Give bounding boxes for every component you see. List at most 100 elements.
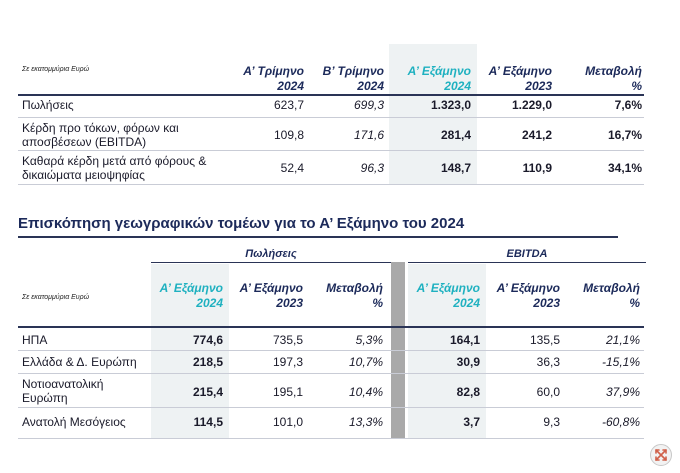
unit-note: Σε εκατομμύρια Ευρώ [22,66,90,73]
header-line: Μεταβολή [583,281,640,295]
table2-row-label: Νοτιοανατολική Ευρώπη [22,377,103,405]
table2-row-label: ΗΠΑ [22,333,48,347]
header-ebitda-h1-2023: Α’ Εξάμηνο 2023 [486,281,560,311]
table1-cell: 52,4 [280,161,304,175]
expand-arrows-icon [654,448,668,462]
table1-cell: 699,3 [353,98,384,112]
header-ebitda-h1-2024: Α’ Εξάμηνο 2024 [408,281,480,311]
group-label-ebitda: EBITDA [506,248,548,260]
header-h1-2024: Α’ Εξάμηνο 2024 [389,64,471,94]
table1-row-label: Καθαρά κέρδη μετά από φόρους & δικαιώματ… [22,154,206,182]
table2-cell: 135,5 [529,333,560,347]
table1-cell: 148,7 [440,161,471,175]
row-divider [18,407,644,408]
table1-cell: 34,1% [607,161,642,175]
table2-row-label-line2: Ευρώπη [22,391,68,405]
table1-cell: 96,3 [360,161,384,175]
header-h1-2024-line1: Α’ Εξάμηνο [407,64,471,78]
header-line: 2024 [196,296,223,310]
table2-row-label: Ανατολή Μεσόγειος [22,415,126,429]
row-divider [18,438,644,439]
table1-row-label: Κέρδη προ τόκων, φόρων και αποσβέσεων (E… [22,121,179,149]
row-divider [18,150,644,151]
table2-cell: -60,8% [601,415,640,429]
highlight-column-ebitda-2024 [408,264,486,438]
table2-cell: 164,1 [449,333,480,347]
unit-note: Σε εκατομμύρια Ευρώ [22,294,90,301]
header-h1-2023-line2: 2023 [525,79,552,93]
header-sales-h1-2023: Α’ Εξάμηνο 2023 [229,281,303,311]
table1-row-label-line1: Κέρδη προ τόκων, φόρων και [22,121,179,135]
table2-cell: 3,7 [463,415,480,429]
header-line: Α’ Εξάμηνο [496,281,560,295]
header-q1-2024-line2: 2024 [277,79,304,93]
table2-cell: 36,3 [536,355,560,369]
header-q1-2024-line1: Α’ Τρίμηνο [243,64,304,78]
table2-cell: 10,4% [348,385,383,399]
table2-cell: 735,5 [272,333,303,347]
header-line: Α’ Εξάμηνο [416,281,480,295]
header-line: % [629,296,640,310]
header-change: Μεταβολή % [560,64,642,94]
highlight-column-h1-2024 [389,44,477,184]
header-ebitda-change: Μεταβολή % [560,281,640,311]
header-line: Α’ Εξάμηνο [159,281,223,295]
table2-row-label: Ελλάδα & Δ. Ευρώπη [22,355,137,369]
table1-row-label-line1: Καθαρά κέρδη μετά από φόρους & [22,154,207,168]
header-q2-2024: Β’ Τρίμηνο 2024 [300,64,384,94]
table1-cell: 171,6 [353,128,384,142]
header-q2-2024-line2: 2024 [357,79,384,93]
table2-cell: 774,6 [192,333,223,347]
table2-cell: 114,5 [193,415,223,429]
table2-cell: 101,0 [272,415,303,429]
header-change-line2: % [631,79,642,93]
header-q1-2024: Α’ Τρίμηνο 2024 [220,64,304,94]
table2-cell: -15,1% [601,355,640,369]
header-sales-change: Μεταβολή % [303,281,383,311]
header-line: Μεταβολή [326,281,383,295]
table2-cell: 13,3% [348,415,383,429]
header-line: Α’ Εξάμηνο [239,281,303,295]
table2-cell: 9,3 [543,415,560,429]
header-line: % [372,296,383,310]
table1-cell: 109,8 [273,128,304,142]
table1-cell: 623,7 [273,98,304,112]
header-q2-2024-line1: Β’ Τρίμηνο [322,64,384,78]
header-change-line1: Μεταβολή [585,64,642,78]
row-divider [18,184,644,185]
row-divider [18,373,644,374]
header-sales-h1-2024: Α’ Εξάμηνο 2024 [151,281,223,311]
table1-row-label-line2: δικαιώματα μειοψηφίας [22,168,145,182]
table2-cell: 30,9 [456,355,480,369]
table2-cell: 10,7% [348,355,383,369]
expand-button[interactable] [650,444,672,466]
table2-cell: 21,1% [605,333,640,347]
table1-row-label: Πωλήσεις [22,98,74,112]
highlight-column-sales-2024 [151,264,229,438]
header-h1-2023-line1: Α’ Εξάμηνο [488,64,552,78]
table1-cell: 241,2 [521,128,552,142]
table2-cell: 195,1 [272,385,303,399]
table2-row-label-line1: Νοτιοανατολική [22,377,104,391]
table1-cell: 1.323,0 [430,98,471,112]
table2-cell: 60,0 [536,385,560,399]
row-divider [18,117,644,118]
table1-cell: 16,7% [607,128,642,142]
header-h1-2024-line2: 2024 [444,79,471,93]
table2-cell: 215,4 [192,385,223,399]
header-line: 2023 [276,296,303,310]
row-divider [18,350,644,351]
header-h1-2023: Α’ Εξάμηνο 2023 [470,64,552,94]
table2-cell: 82,8 [456,385,480,399]
table2-header-rule [18,326,644,328]
group-sales-rule [151,262,391,263]
header-line: 2024 [453,296,480,310]
table2-cell: 197,3 [272,355,303,369]
header-line: 2023 [533,296,560,310]
table1-cell: 1.229,0 [511,98,552,112]
section-title: Επισκόπηση γεωγραφικών τομέων για το Α’ … [18,215,465,232]
table1-cell: 110,9 [522,161,552,175]
table1-header-rule [18,94,644,96]
section-title-rule [18,236,618,238]
group-label-sales: Πωλήσεις [245,248,297,260]
